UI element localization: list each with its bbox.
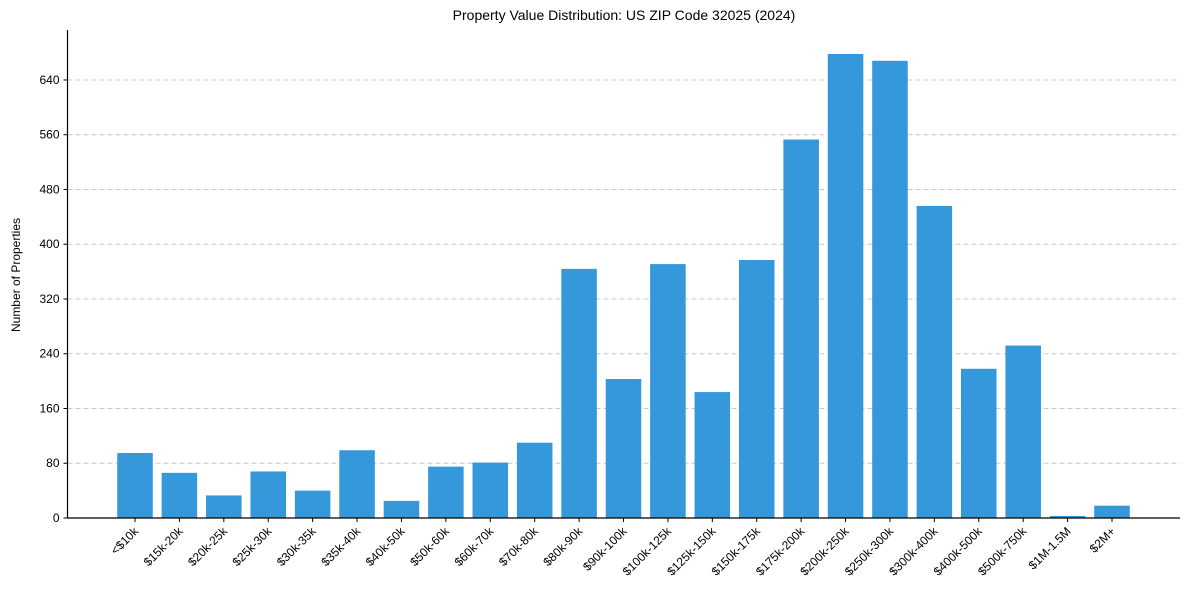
bar <box>161 472 198 518</box>
bar <box>339 450 375 518</box>
bar <box>1005 345 1041 518</box>
y-tick-label: 240 <box>39 347 59 361</box>
bar <box>250 471 286 518</box>
bar <box>206 495 242 518</box>
x-tick-label: $15k-20k <box>141 524 187 570</box>
bar <box>472 462 509 518</box>
x-tick-label: $20k-25k <box>185 524 231 570</box>
y-tick-label: 0 <box>53 511 60 525</box>
x-tick-label: <$10k <box>108 524 142 558</box>
y-tick-label: 320 <box>39 292 59 306</box>
x-tick-label: $2M+ <box>1087 524 1118 555</box>
x-tick-label: $25k-30k <box>230 524 276 570</box>
x-tick-label: $500k-750k <box>975 524 1030 579</box>
bar <box>605 379 642 518</box>
bar <box>294 490 331 518</box>
y-tick-label: 640 <box>39 73 59 87</box>
x-tick-label: $70k-80k <box>496 524 542 570</box>
bar <box>738 259 775 518</box>
x-tick-label: $50k-60k <box>407 524 453 570</box>
bar <box>916 205 953 518</box>
x-tick-label: $40k-50k <box>363 524 409 570</box>
x-tick-label: $80k-90k <box>540 524 586 570</box>
bar <box>961 368 997 518</box>
bar <box>1049 515 1086 518</box>
bar <box>783 139 819 519</box>
x-tick-label: $35k-40k <box>318 524 364 570</box>
bar <box>694 392 731 518</box>
bar <box>117 452 153 518</box>
y-tick-label: 480 <box>39 182 59 196</box>
y-tick-label: 400 <box>39 237 59 251</box>
y-tick-label: 160 <box>39 401 59 415</box>
bar <box>428 466 464 518</box>
chart-title: Property Value Distribution: US ZIP Code… <box>452 7 796 23</box>
bar <box>516 442 553 518</box>
x-tick-label: $30k-35k <box>274 524 320 570</box>
y-tick-label: 560 <box>39 128 59 142</box>
x-axis: <$10k $15k-20k $20k-25k $25k-30k $30k-35k $35… <box>67 517 1180 579</box>
x-tick-label: $60k-70k <box>452 524 498 570</box>
bar <box>872 60 908 518</box>
y-tick-label: 80 <box>46 456 60 470</box>
y-axis: 0 80 160 240 320 400 480 560 640 <box>39 30 69 525</box>
bar <box>383 500 420 518</box>
bar <box>650 264 686 518</box>
bar <box>561 268 597 518</box>
bar <box>1094 505 1130 518</box>
x-tick-label: $1M-1.5M <box>1026 524 1074 572</box>
bar <box>827 53 864 519</box>
bars <box>117 53 1130 519</box>
